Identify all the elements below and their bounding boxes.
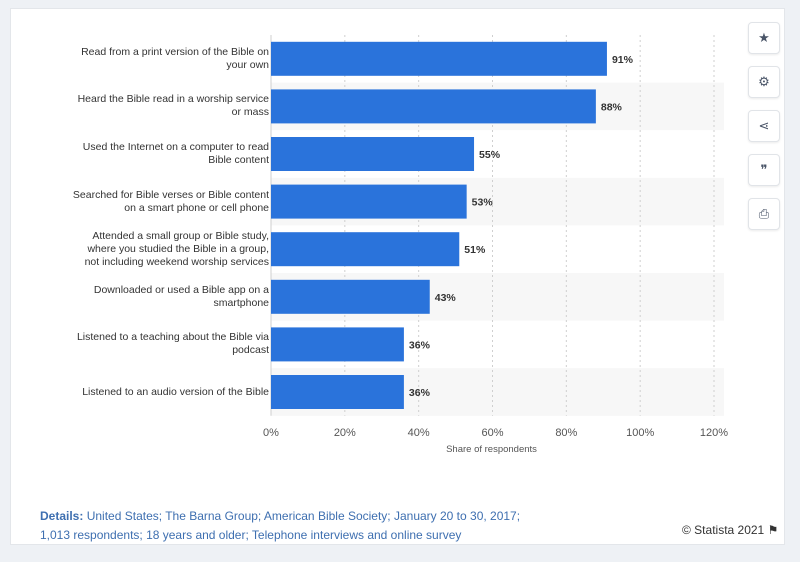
share-button[interactable]: ⋖: [748, 110, 780, 142]
category-label: Listened to a teaching about the Bible v…: [44, 331, 269, 357]
copyright[interactable]: © Statista 2021 ⚑: [682, 523, 778, 537]
category-label: Listened to an audio version of the Bibl…: [44, 386, 269, 399]
category-label: Searched for Bible verses or Bible conte…: [44, 189, 269, 215]
star-icon: ★: [758, 30, 770, 45]
bar: [271, 327, 404, 362]
flag-icon[interactable]: ⚑: [767, 523, 779, 537]
print-icon: ⎙: [758, 206, 770, 221]
category-label: Attended a small group or Bible study, wh…: [44, 230, 269, 269]
category-label-line: where you studied the Bible in a group,: [87, 242, 269, 255]
data-label: 53%: [472, 197, 494, 209]
category-label-line: Used the Internet on a computer to read: [82, 141, 269, 153]
share-icon: ⋖: [758, 118, 770, 133]
toolbar: ★ ⚙ ⋖ ❞ ⎙: [748, 22, 780, 242]
data-label: 88%: [601, 101, 623, 113]
details-label: Details:: [40, 509, 84, 523]
category-label-line: Read from a print version of the Bible o…: [81, 45, 269, 58]
category-label-line: Downloaded or used a Bible app on a: [93, 283, 269, 296]
category-label: Heard the Bible read in a worship servic…: [44, 93, 269, 119]
category-label: Read from a print version of the Bible o…: [44, 46, 269, 72]
x-tick-label: 0%: [263, 427, 279, 439]
x-tick-label: 120%: [700, 427, 728, 439]
details-text: Details: United States; The Barna Group;…: [40, 507, 600, 544]
data-label: 91%: [612, 54, 634, 66]
category-label-line: your own: [226, 58, 269, 71]
bar: [271, 41, 607, 76]
category-label: Downloaded or used a Bible app on a smart…: [44, 284, 269, 310]
bar: [271, 375, 404, 409]
category-label-line: smartphone: [213, 296, 269, 309]
category-label: Used the Internet on a computer to read B…: [44, 141, 269, 167]
x-tick-label: 40%: [408, 427, 430, 439]
data-label: 51%: [464, 244, 486, 256]
bar-chart: 91% 88% 55% 53% 51% 43% 36% 36% 0% 20% 40% 60% 80% 10…: [263, 35, 728, 455]
data-label: 55%: [479, 149, 501, 161]
category-label-line: not including weekend worship services: [84, 255, 269, 268]
copyright-text: © Statista 2021: [682, 523, 765, 537]
favorite-button[interactable]: ★: [748, 22, 780, 54]
data-label: 36%: [409, 387, 431, 399]
print-button[interactable]: ⎙: [748, 198, 780, 230]
category-label-line: Bible content: [208, 154, 269, 166]
category-label-line: Listened to a teaching about the Bible v…: [76, 331, 269, 344]
chart-card: 91% 88% 55% 53% 51% 43% 36% 36% 0% 20% 40% 60% 80% 10…: [10, 8, 785, 545]
data-label: 36%: [409, 339, 431, 351]
category-label-line: Searched for Bible verses or Bible conte…: [72, 188, 269, 201]
x-tick-label: 20%: [334, 427, 356, 439]
bar: [271, 89, 596, 124]
x-axis-title: Share of respondents: [446, 444, 537, 455]
category-label-line: podcast: [232, 344, 269, 357]
details-line-1: United States; The Barna Group; American…: [86, 509, 521, 523]
settings-button[interactable]: ⚙: [748, 66, 780, 98]
cite-button[interactable]: ❞: [748, 154, 780, 186]
x-tick-label: 60%: [481, 427, 503, 439]
category-label-line: Listened to an audio version of the Bibl…: [82, 385, 269, 398]
x-tick-label: 80%: [555, 427, 577, 439]
category-label-line: Attended a small group or Bible study,: [92, 229, 269, 242]
bar: [271, 137, 475, 171]
bar: [271, 279, 430, 314]
x-tick-label: 100%: [626, 427, 654, 439]
bar: [271, 184, 467, 219]
data-label: 43%: [435, 292, 457, 304]
quote-icon: ❞: [760, 162, 768, 177]
gear-icon: ⚙: [758, 74, 770, 89]
category-label-line: Heard the Bible read in a worship servic…: [77, 93, 269, 106]
bar: [271, 232, 460, 267]
category-label-line: on a smart phone or cell phone: [124, 201, 269, 214]
category-label-line: or mass: [231, 106, 269, 119]
details-line-2: 1,013 respondents; 18 years and older; T…: [40, 527, 462, 542]
